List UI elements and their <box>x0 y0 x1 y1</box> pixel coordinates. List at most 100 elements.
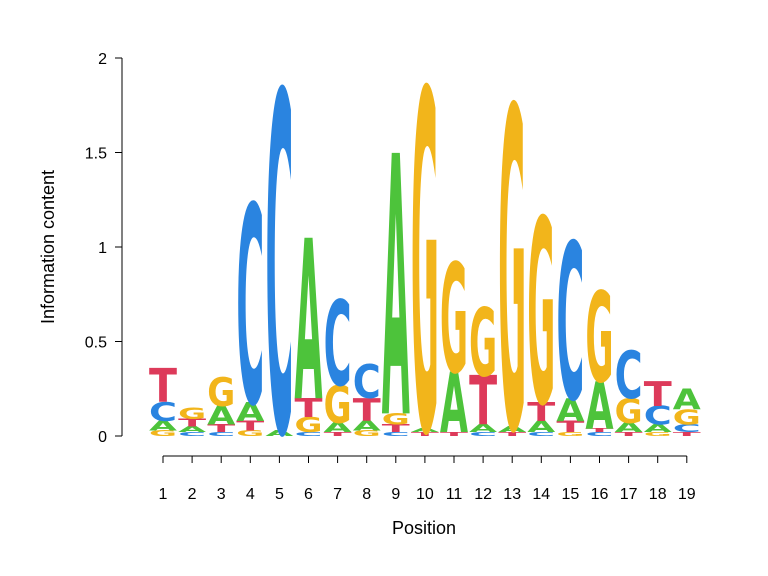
logo-letter: T <box>556 418 584 436</box>
logo-letter: C <box>324 279 352 413</box>
logo-letter: T <box>527 397 556 427</box>
logo-letter: T <box>207 423 236 435</box>
x-tick-label: 16 <box>591 486 609 503</box>
logo-letter: T <box>644 374 672 413</box>
x-axis-label: Position <box>392 518 456 538</box>
x-tick-label: 7 <box>333 486 342 503</box>
logo-letter: A <box>178 425 207 434</box>
logo-letter: T <box>178 417 207 429</box>
logo-letter: A <box>498 425 527 434</box>
logo-letter: C <box>207 431 235 437</box>
x-tick-label: 9 <box>391 486 400 503</box>
logo-letter: T <box>295 394 324 424</box>
y-tick-label: 2 <box>98 51 107 68</box>
logo-letter: G <box>644 431 672 437</box>
logo-letter: G <box>673 406 701 430</box>
x-tick-label: 12 <box>474 486 492 503</box>
x-tick-label: 14 <box>532 486 550 503</box>
logo-letter: G <box>498 18 526 531</box>
logo-letter: A <box>586 369 614 444</box>
x-tick-label: 2 <box>188 486 197 503</box>
logo-letter: A <box>324 421 352 436</box>
logo-letter: T <box>615 431 643 437</box>
logo-letter: T <box>673 431 701 437</box>
logo-letter: A <box>149 419 177 434</box>
logo-letter: G <box>178 405 206 423</box>
logo-letter: A <box>382 81 410 497</box>
logo-letter: C <box>586 431 614 437</box>
logo-letter: A <box>556 392 584 428</box>
logo-letter: A <box>644 423 673 435</box>
x-tick-label: 11 <box>446 486 463 503</box>
logo-letter: C <box>178 431 206 437</box>
logo-letter: G <box>353 429 381 438</box>
logo-letter: G <box>149 429 177 438</box>
logo-letter: A <box>295 196 323 451</box>
logo-letter: T <box>324 431 352 437</box>
logo-letter: A <box>411 428 439 434</box>
logo-letter: G <box>615 392 643 431</box>
logo-letter: C <box>527 431 555 437</box>
logo-letter: G <box>382 411 410 429</box>
logo-letter: G <box>207 370 235 416</box>
logo-letter: A <box>236 398 265 428</box>
x-tick-label: 18 <box>649 486 667 503</box>
logo-letter: T <box>236 419 264 434</box>
logo-letter: A <box>440 357 468 453</box>
logo-letter: T <box>353 392 381 429</box>
logo-letter: A <box>207 402 236 432</box>
logo-letter: T <box>498 431 526 437</box>
y-tick-label: 0.5 <box>85 335 107 352</box>
logo-letter: G <box>469 289 497 398</box>
logo-letter: A <box>353 419 381 434</box>
logo-letter: T <box>586 427 614 433</box>
logo-letter: A <box>527 418 556 436</box>
x-tick-label: 5 <box>275 486 284 503</box>
logo-letter: G <box>324 376 352 436</box>
logo-letter: C <box>382 431 410 437</box>
logo-letter: C <box>556 200 584 449</box>
x-tick-label: 17 <box>620 486 638 503</box>
logo-letter: T <box>440 431 468 437</box>
logo-letter: A <box>615 421 643 436</box>
x-axis: 1 2 3 4 5 6 7 8 9 10 11 12 13 14 15 16 17 18 19 <box>159 455 696 503</box>
y-tick-label: 1 <box>98 240 107 257</box>
y-axis: 0 0.5 1 1.5 2 <box>85 51 123 446</box>
logo-letter: C <box>353 356 381 411</box>
logo-letter: C <box>469 431 497 437</box>
logo-letter: A <box>673 383 702 416</box>
logo-letter: C <box>673 423 701 435</box>
logo-letter: T <box>469 363 497 441</box>
x-tick-label: 8 <box>362 486 371 503</box>
logo-letter: G <box>440 232 468 407</box>
logo-letter: G <box>527 167 555 463</box>
x-tick-label: 10 <box>416 486 434 503</box>
x-tick-label: 4 <box>246 486 255 503</box>
logo-letter: C <box>265 0 293 540</box>
logo-letter: C <box>236 150 264 467</box>
logo-letter: C <box>149 397 177 427</box>
logo-letter: G <box>586 267 614 412</box>
logo-letter: G <box>556 431 584 437</box>
y-tick-label: 0 <box>98 429 107 446</box>
logo-letter: T <box>411 431 439 437</box>
logo-letter: A <box>469 423 498 435</box>
x-tick-label: 3 <box>217 486 226 503</box>
x-tick-label: 6 <box>304 486 313 503</box>
logo-letter: G <box>236 429 264 438</box>
logo-letter: C <box>295 431 323 437</box>
logo-letter: C <box>644 401 672 431</box>
logo-letter: A <box>265 429 294 438</box>
logo-letter: C <box>615 339 643 415</box>
logo-letter: T <box>382 423 411 435</box>
logo-letter: T <box>149 360 177 414</box>
y-tick-label: 1.5 <box>85 146 107 163</box>
x-tick-label: 1 <box>159 486 168 503</box>
y-axis-label: Information content <box>38 170 58 324</box>
logo-letter: G <box>295 413 323 437</box>
x-tick-label: 13 <box>503 486 521 503</box>
x-tick-label: 19 <box>678 486 696 503</box>
x-tick-label: 15 <box>562 486 580 503</box>
